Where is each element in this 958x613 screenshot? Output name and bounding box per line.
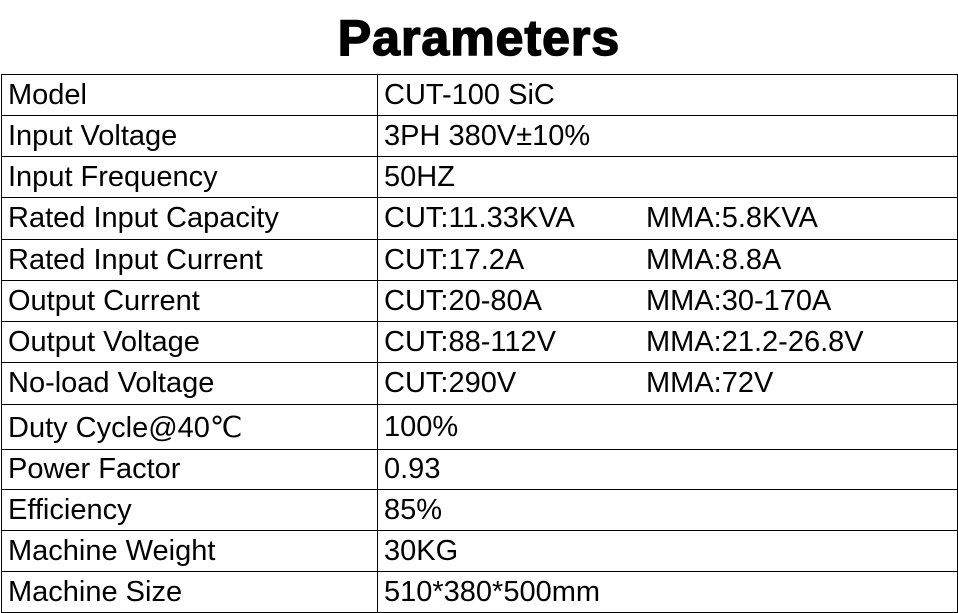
parameter-value: 85% xyxy=(384,493,443,526)
parameter-value: CUT-100 SiC xyxy=(384,78,555,111)
table-row: Model CUT-100 SiC xyxy=(2,75,957,116)
table-row: Input Frequency 50HZ xyxy=(2,157,957,198)
table-row: Rated Input Capacity CUT:11.33KVA MMA:5.8K… xyxy=(2,198,957,240)
column-divider xyxy=(377,405,378,449)
table-row: Output Current CUT:20-80A MMA:30-170A xyxy=(2,281,957,322)
parameter-value: CUT:11.33KVA xyxy=(384,202,575,234)
table-row: Power Factor 0.93 xyxy=(2,450,957,490)
table-row: Input Voltage 3PH 380V±10% xyxy=(2,116,957,157)
parameter-name: Duty Cycle@40℃ xyxy=(8,411,243,444)
parameter-name: Rated Input Capacity xyxy=(8,202,279,234)
parameter-name: Efficiency xyxy=(8,493,132,526)
column-divider xyxy=(377,531,378,571)
parameter-name: No-load Voltage xyxy=(8,367,215,399)
parameter-value: CUT:88-112V xyxy=(384,325,556,358)
table-row: Output Voltage CUT:88-112V MMA:21.2-26.8V xyxy=(2,322,957,363)
column-divider xyxy=(377,75,378,115)
parameter-value-mma: MMA:8.8A xyxy=(646,243,782,276)
column-divider xyxy=(377,363,378,404)
column-divider xyxy=(377,281,378,321)
column-divider xyxy=(377,116,378,156)
parameter-value: 50HZ xyxy=(384,160,455,193)
parameter-value-mma: MMA:21.2-26.8V xyxy=(646,325,864,358)
parameter-value-mma: MMA:72V xyxy=(646,367,774,399)
parameter-value: 510*380*500mm xyxy=(384,575,601,608)
table-row: Machine Size 510*380*500mm xyxy=(2,572,957,613)
parameter-table: Model CUT-100 SiC Input Voltage 3PH 380V±10… xyxy=(1,74,958,613)
parameter-name: Output Voltage xyxy=(8,325,200,358)
parameter-value: 0.93 xyxy=(384,453,441,485)
table-row: Machine Weight 30KG xyxy=(2,531,957,572)
parameter-name: Rated Input Current xyxy=(8,243,263,276)
column-divider xyxy=(377,572,378,612)
parameter-value: 3PH 380V±10% xyxy=(384,119,591,152)
column-divider xyxy=(377,157,378,197)
column-divider xyxy=(377,240,378,280)
column-divider xyxy=(377,490,378,530)
table-row: No-load Voltage CUT:290V MMA:72V xyxy=(2,363,957,405)
parameter-value: 30KG xyxy=(384,534,459,567)
column-divider xyxy=(377,450,378,489)
column-divider xyxy=(377,198,378,239)
parameter-value: CUT:20-80A xyxy=(384,284,542,317)
table-row: Rated Input Current CUT:17.2A MMA:8.8A xyxy=(2,240,957,281)
parameter-name: Input Frequency xyxy=(8,160,218,193)
parameter-name: Machine Weight xyxy=(8,534,216,567)
parameter-name: Output Current xyxy=(8,284,200,317)
parameter-name: Machine Size xyxy=(8,575,183,608)
parameter-name: Model xyxy=(8,78,87,111)
table-row: Duty Cycle@40℃ 100% xyxy=(2,405,957,450)
parameter-value: CUT:290V xyxy=(384,367,517,399)
parameter-value: CUT:17.2A xyxy=(384,243,525,276)
title: Parameters xyxy=(337,9,621,67)
column-divider xyxy=(377,322,378,362)
parameter-value-mma: MMA:30-170A xyxy=(646,284,832,317)
table-row: Efficiency 85% xyxy=(2,490,957,531)
parameter-value-mma: MMA:5.8KVA xyxy=(646,202,818,234)
parameter-value: 100% xyxy=(384,410,459,443)
parameter-name: Power Factor xyxy=(8,453,181,485)
parameter-name: Input Voltage xyxy=(8,119,178,152)
